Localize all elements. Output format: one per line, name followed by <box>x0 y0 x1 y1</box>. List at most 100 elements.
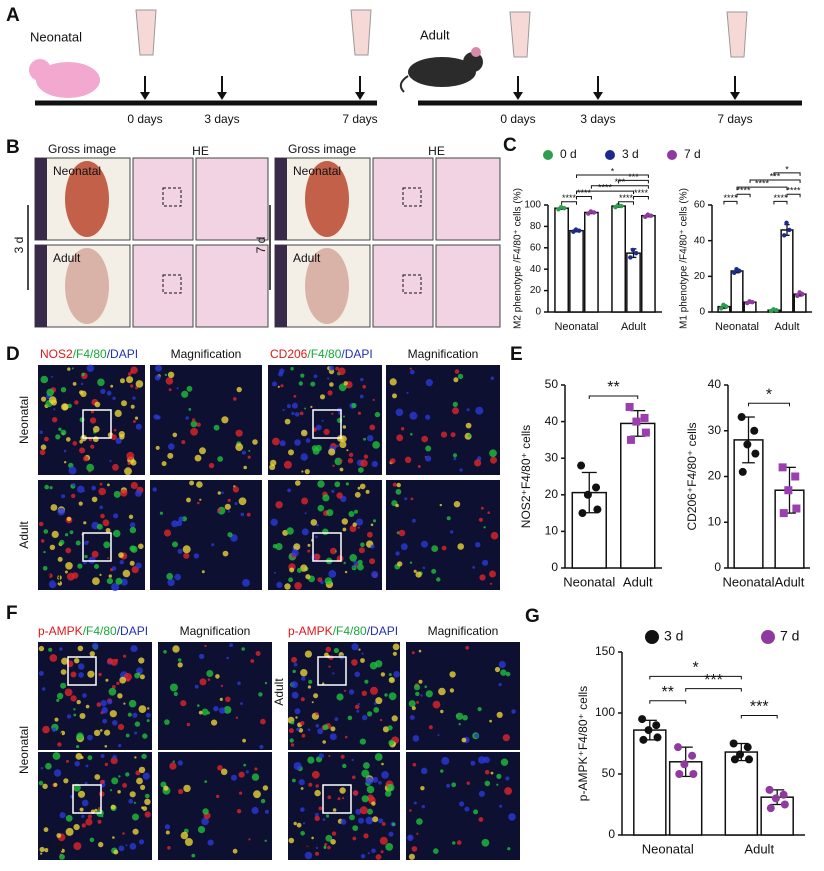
cell <box>115 437 122 444</box>
stain-part: /DAPI <box>341 347 372 361</box>
cell <box>240 512 245 517</box>
time-label: 3 d <box>46 730 63 744</box>
gross-header: Gross image <box>288 142 356 156</box>
stain-part: /F4/80 <box>333 624 367 638</box>
cell <box>327 390 333 396</box>
x-tick-label: Neonatal <box>554 321 598 333</box>
cell <box>480 506 484 510</box>
cell <box>483 526 486 529</box>
cell <box>496 773 502 780</box>
y-tick-label: 50 <box>602 766 616 780</box>
cell <box>132 396 136 400</box>
cell <box>81 799 89 807</box>
y-tick-label: 20 <box>530 285 542 296</box>
cell <box>40 444 47 451</box>
cell <box>474 459 482 467</box>
cell <box>142 772 150 780</box>
cell <box>241 647 245 651</box>
cell <box>163 529 172 537</box>
cell <box>375 854 382 860</box>
cell <box>508 813 516 821</box>
cell <box>74 658 80 664</box>
cell <box>174 573 181 581</box>
cell <box>446 783 451 788</box>
cell <box>482 559 489 566</box>
cell <box>355 518 364 526</box>
cell <box>102 718 108 724</box>
cell <box>413 684 421 691</box>
cell <box>128 699 137 708</box>
cell <box>130 459 137 466</box>
cell <box>459 468 463 472</box>
stain-part: p-AMPK <box>288 624 333 638</box>
cell <box>408 700 416 708</box>
cell <box>65 827 74 836</box>
cell <box>74 761 80 767</box>
cell <box>166 573 174 580</box>
cell <box>113 428 117 432</box>
cell <box>319 394 326 400</box>
cell <box>185 416 189 420</box>
he-image <box>435 244 501 328</box>
cell <box>357 559 363 565</box>
cell <box>365 816 374 825</box>
cell <box>280 384 284 388</box>
significance-label: **** <box>737 186 752 196</box>
cell <box>226 656 229 660</box>
cell <box>404 456 412 463</box>
time-label: 7 d <box>44 572 61 586</box>
timeline-title: Neonatal <box>30 29 82 44</box>
cell <box>432 700 441 709</box>
cell <box>498 683 502 687</box>
cell <box>496 783 499 786</box>
cell <box>109 459 112 462</box>
cell <box>50 399 58 406</box>
cell <box>307 685 311 689</box>
cell <box>398 529 406 537</box>
cell <box>366 435 374 442</box>
cell <box>372 441 380 449</box>
cell <box>339 787 346 794</box>
data-point <box>645 212 651 217</box>
cell <box>315 424 322 431</box>
significance-label: **** <box>773 193 788 203</box>
cell <box>474 733 479 738</box>
cell <box>412 762 417 767</box>
cell <box>75 753 83 760</box>
cell <box>60 387 67 393</box>
significance-label: * <box>785 164 789 174</box>
cell <box>96 523 103 530</box>
cell <box>290 367 294 371</box>
cell <box>181 440 186 445</box>
data-point <box>766 804 775 813</box>
cell <box>276 581 283 589</box>
cell <box>128 514 134 519</box>
cell <box>304 469 310 475</box>
data-point <box>644 726 653 735</box>
x-tick-label: Adult <box>621 321 646 333</box>
y-tick-label: 50 <box>545 377 559 391</box>
zoom-box <box>67 656 97 686</box>
cell <box>198 710 203 715</box>
cell <box>132 420 136 423</box>
cell <box>484 769 490 775</box>
data-point <box>592 483 601 492</box>
cell <box>420 767 428 775</box>
cell <box>169 762 177 770</box>
data-point <box>721 302 726 308</box>
panel-label: A <box>6 5 20 26</box>
cell <box>60 848 65 853</box>
cell <box>236 386 242 393</box>
cell <box>81 823 87 828</box>
cell <box>235 443 244 451</box>
cell <box>330 726 336 732</box>
cell <box>332 672 335 675</box>
panel-label: C <box>503 135 517 156</box>
cell <box>467 433 472 438</box>
ruler <box>275 158 287 240</box>
fluorescence-image <box>158 642 272 750</box>
cell <box>450 432 456 438</box>
cell <box>428 725 433 730</box>
cell <box>283 460 292 469</box>
cell <box>374 411 381 418</box>
